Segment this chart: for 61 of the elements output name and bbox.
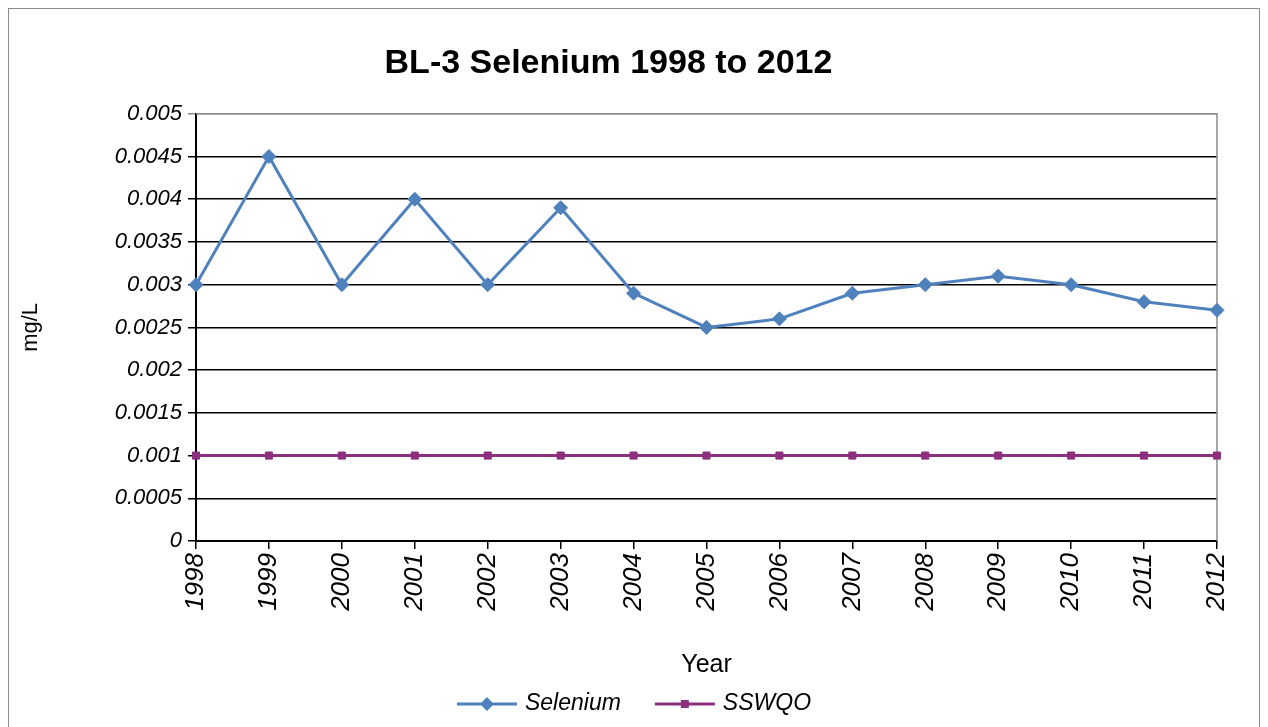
point [629,451,638,460]
x-tick-label: 2003 [543,552,574,612]
x-tick-label: 2000 [325,552,356,612]
x-tick-label: 2006 [762,552,793,612]
point [917,277,933,293]
point [261,149,277,165]
point [1067,451,1076,460]
y-tick-label: 0.0015 [114,398,183,424]
point [844,285,860,301]
point [699,319,714,335]
x-tick-label: 2001 [398,553,429,612]
point [848,451,857,460]
y-tick-label: 0 [169,527,183,553]
point [480,277,496,293]
point [264,451,273,460]
point [702,451,711,460]
legend-label: Selenium [524,689,621,716]
point [556,451,565,460]
point [191,451,201,460]
point [990,268,1006,284]
y-tick-label: 0.003 [126,270,183,296]
x-tick-label: 2008 [908,552,939,612]
x-tick-label: 2012 [1200,552,1231,612]
point [407,191,423,207]
point [1212,451,1222,460]
y-tick-label: 0.0035 [114,228,183,254]
y-tick-label: 0.002 [126,356,182,382]
point [337,451,346,460]
point [775,451,784,460]
point [410,451,419,460]
chart-title: BL-3 Selenium 1998 to 2012 [384,41,833,80]
x-tick-label: 2005 [689,552,720,612]
point [994,451,1003,460]
x-axis-title: Year [681,648,732,677]
point [1063,277,1079,293]
point [553,200,569,216]
point [921,451,930,460]
y-axis-title: mg/L [17,302,43,352]
point [771,311,787,327]
point [188,277,204,293]
y-tick-label: 0.0005 [114,484,183,510]
x-tick-label: 2010 [1054,552,1085,612]
x-tick-label: 1999 [252,553,283,611]
y-tick-label: 0.005 [126,99,183,125]
x-tick-label: 2007 [835,551,866,612]
point [334,277,350,293]
point [1140,451,1149,460]
point [483,451,492,460]
y-tick-label: 0.001 [126,441,182,467]
x-tick-label: 2011 [1127,553,1158,610]
y-tick-label: 0.0025 [114,313,183,339]
x-tick-label: 2009 [981,553,1012,612]
y-tick-label: 0.004 [126,185,182,211]
point [1209,302,1225,318]
x-tick-label: 1998 [179,552,210,611]
x-tick-label: 2002 [470,552,501,612]
point [626,285,642,301]
x-tick-label: 2004 [616,553,647,612]
y-tick-label: 0.0045 [114,142,183,168]
legend-label: SSWQO [722,689,812,716]
point [1136,294,1152,310]
